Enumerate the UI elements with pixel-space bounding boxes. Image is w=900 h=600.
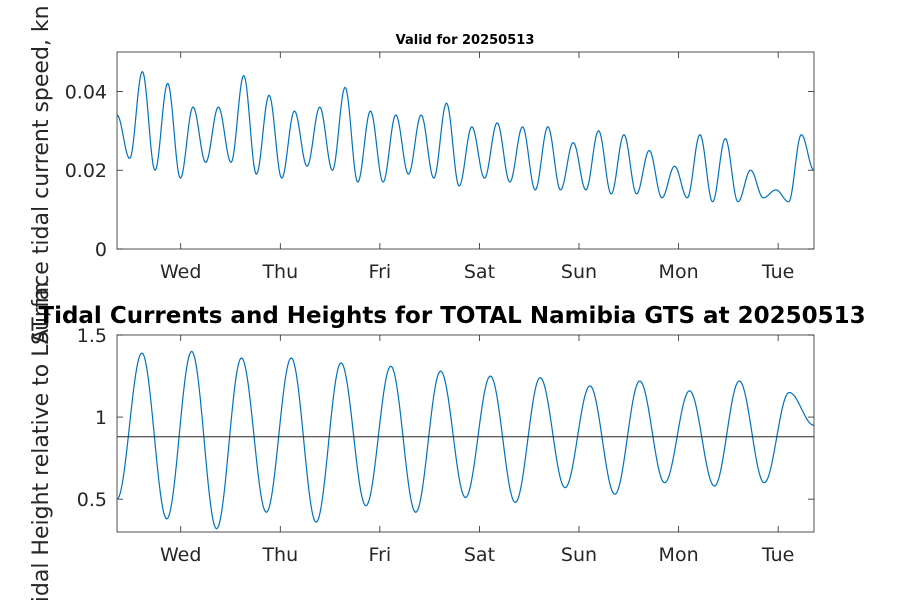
- height-y-tick-label: 1.5: [77, 325, 107, 347]
- height-x-tick-label: Wed: [160, 544, 201, 566]
- height-x-tick-label: Sun: [561, 544, 597, 566]
- height-x-tick-label: Mon: [659, 544, 699, 566]
- current-y-tick-label: 0: [95, 239, 107, 261]
- height-plot-area: [117, 335, 814, 532]
- current-x-tick-label: Wed: [160, 261, 201, 283]
- current-x-tick-label: Sat: [464, 261, 495, 283]
- tidal-height-panel: Wed Thu Fri Sat Sun Mon Tue 0.5 1 1.5: [77, 325, 815, 566]
- height-x-tick-label: Sat: [464, 544, 495, 566]
- current-x-tick-label: Sun: [561, 261, 597, 283]
- current-x-tick-label: Mon: [659, 261, 699, 283]
- height-x-tick-label: Thu: [261, 544, 298, 566]
- height-y-tick-label: 0.5: [77, 489, 107, 511]
- main-chart-title: Tidal Currents and Heights for TOTAL Nam…: [38, 303, 865, 329]
- height-plot-frame: [116, 334, 815, 533]
- current-x-tick-label: Fri: [369, 261, 392, 283]
- current-plot-area: [117, 52, 814, 249]
- height-y-axis-label: Tidal Height relative to LAT, m: [29, 282, 54, 600]
- height-x-tick-label: Tue: [761, 544, 794, 566]
- current-y-tick-label: 0.02: [65, 160, 107, 182]
- height-x-tick-label: Fri: [369, 544, 392, 566]
- current-speed-line: [116, 70, 815, 203]
- current-plot-frame: [116, 51, 815, 250]
- current-x-tick-label: Thu: [261, 261, 298, 283]
- current-y-tick-label: 0.04: [65, 81, 107, 103]
- tidal-height-line: [116, 350, 815, 530]
- current-speed-panel: Wed Thu Fri Sat Sun Mon Tue 0 0.02 0.04 Valid for…: [65, 33, 815, 283]
- height-y-tick-label: 1: [95, 407, 107, 429]
- current-chart-title: Valid for 20250513: [396, 33, 535, 48]
- current-x-tick-label: Tue: [761, 261, 794, 283]
- current-y-axis-label: Surface tidal current speed, kn: [29, 5, 54, 345]
